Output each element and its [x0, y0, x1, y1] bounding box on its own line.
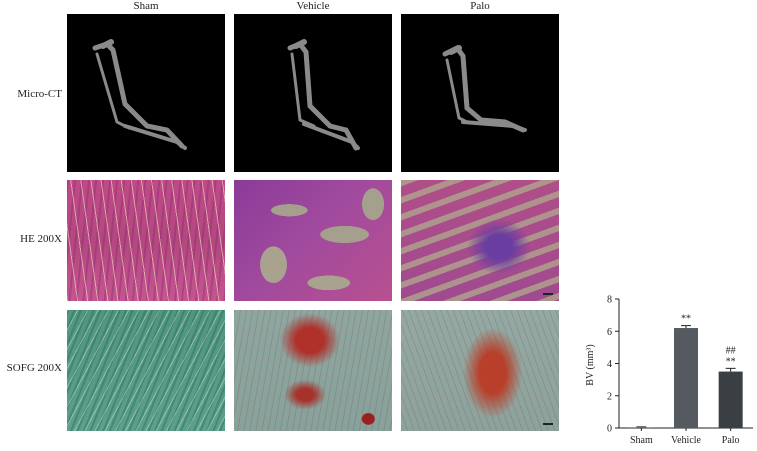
- significance-mark: **: [681, 314, 691, 325]
- bar-palo: [718, 371, 743, 428]
- he-vehicle-image: [234, 180, 392, 301]
- sofg-palo-image: [401, 310, 559, 431]
- chart-labels: Sham Vehicle Palo**##**: [630, 314, 740, 446]
- row-label-he: HE 200X: [20, 233, 62, 245]
- x-tick-label-vehicle: Vehicle: [671, 435, 702, 446]
- micro-ct-palo-image: [401, 14, 559, 172]
- he-palo-image: [401, 180, 559, 301]
- scale-bar: [543, 293, 553, 295]
- sofg-vehicle-image: [234, 310, 392, 431]
- y-tick-label: 6: [607, 327, 612, 338]
- bar-sham: [629, 427, 654, 428]
- scale-bar: [543, 423, 553, 425]
- row-label-sofg: SOFG 200X: [6, 362, 62, 374]
- sofg-sham-image: [67, 310, 225, 431]
- column-label-sham: Sham: [133, 0, 159, 12]
- micro-ct-vehicle-image: [234, 14, 392, 172]
- y-tick-label: 2: [607, 391, 612, 402]
- row-label-micro-ct: Micro-CT: [17, 88, 62, 100]
- column-label-palo: Palo: [470, 0, 490, 12]
- chart-bars: [629, 325, 743, 428]
- x-tick-label-palo: Palo: [722, 435, 740, 446]
- y-tick-label: 4: [607, 359, 612, 370]
- x-tick-label-sham: Sham: [630, 435, 653, 446]
- y-axis-label: BV (mm³): [585, 344, 596, 385]
- y-tick-label: 0: [607, 424, 612, 435]
- y-tick-label: 8: [607, 295, 612, 306]
- he-sham-image: [67, 180, 225, 301]
- column-label-vehicle: Vehicle: [296, 0, 330, 12]
- significance-mark: ##: [726, 345, 736, 356]
- bar-vehicle: [674, 328, 698, 428]
- significance-mark: **: [726, 356, 736, 367]
- micro-ct-sham-image: [67, 14, 225, 172]
